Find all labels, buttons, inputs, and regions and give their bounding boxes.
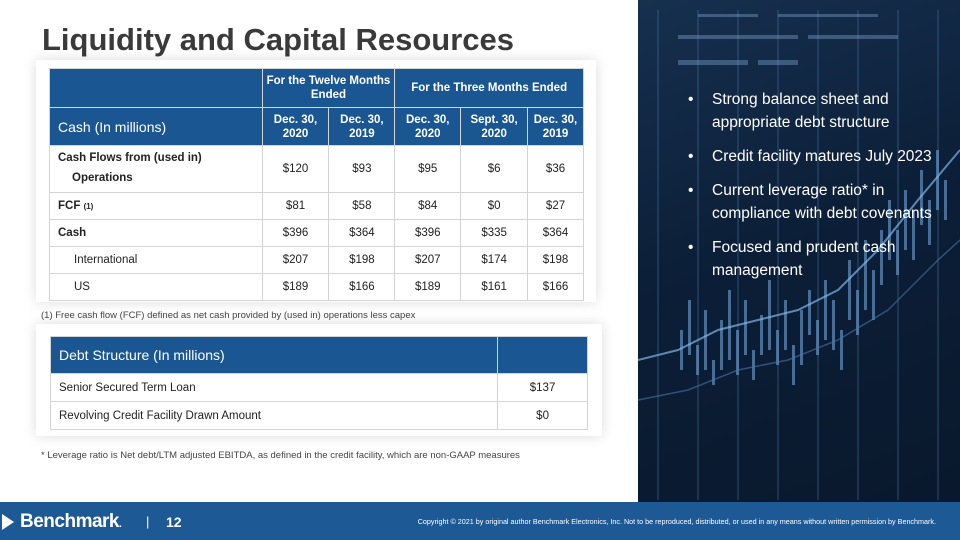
debt-header-blank [497, 336, 588, 374]
table-cell: $364 [328, 219, 396, 247]
footer-separator: | [146, 514, 150, 529]
table-cell: $93 [328, 145, 396, 193]
group-header-three-months: For the Three Months Ended [394, 68, 584, 108]
table-cell: $27 [527, 192, 584, 220]
benchmark-logo: Benchmark. [0, 511, 122, 532]
row-label-fcf: FCF (1) [49, 192, 263, 220]
table-row: Cash Flows from (used in) Operations $12… [49, 145, 584, 193]
bullet-item: Credit facility matures July 2023 [688, 145, 938, 168]
table-cell: $166 [527, 273, 584, 301]
table-cell: $161 [460, 273, 529, 301]
logo-arrow-icon [2, 514, 14, 530]
page-title: Liquidity and Capital Resources [42, 22, 514, 57]
row-label-term-loan: Senior Secured Term Loan [49, 373, 499, 402]
table-cell: $198 [328, 246, 396, 274]
table-row: US $189 $166 $189 $161 $166 [49, 273, 584, 301]
table-cell: $95 [394, 145, 462, 193]
table-cell: $120 [261, 145, 330, 193]
bullet-item: Focused and prudent cash management [688, 236, 938, 282]
leverage-footnote: * Leverage ratio is Net debt/LTM adjuste… [41, 450, 520, 461]
row-label-cash: Cash [49, 219, 263, 247]
row-label-international: International [49, 246, 263, 274]
table-cell: $6 [460, 145, 529, 193]
key-points-list: Strong balance sheet and appropriate deb… [688, 88, 938, 293]
column-header: Dec. 30, 2020 [394, 107, 462, 146]
table-cell: $84 [394, 192, 462, 220]
table-cell: $166 [328, 273, 396, 301]
footnote-marker: (1) [83, 202, 94, 211]
table-cell: $137 [497, 373, 588, 402]
row-label-us: US [49, 273, 263, 301]
table-cell: $0 [497, 401, 588, 430]
table-corner-cell [49, 68, 263, 108]
table-cell: $207 [394, 246, 462, 274]
table-cell: $396 [261, 219, 330, 247]
table-cell: $36 [527, 145, 584, 193]
group-header-twelve-months: For the Twelve Months Ended [261, 68, 396, 108]
copyright-text: Copyright © 2021 by original author Benc… [417, 517, 936, 526]
column-header: Sept. 30, 2020 [460, 107, 529, 146]
table-row: Revolving Credit Facility Drawn Amount $… [49, 401, 588, 430]
page-number: 12 [166, 514, 182, 530]
cash-table-card: For the Twelve Months Ended For the Thre… [36, 60, 596, 302]
cash-table: For the Twelve Months Ended For the Thre… [49, 68, 584, 301]
column-header: Dec. 30, 2019 [527, 107, 584, 146]
row-label-revolver: Revolving Credit Facility Drawn Amount [49, 401, 499, 430]
debt-table: Debt Structure (In millions) Senior Secu… [49, 336, 588, 430]
debt-table-card: Debt Structure (In millions) Senior Secu… [36, 324, 602, 436]
table-row: Senior Secured Term Loan $137 [49, 373, 588, 402]
row-label-operations: Operations [72, 172, 133, 184]
table-cell: $0 [460, 192, 529, 220]
debt-table-header: Debt Structure (In millions) [49, 336, 499, 374]
table-cell: $58 [328, 192, 396, 220]
fcf-footnote: (1) Free cash flow (FCF) defined as net … [41, 310, 416, 321]
table-cell: $189 [261, 273, 330, 301]
row-label-cash-flows: Cash Flows from (used in) Operations [49, 145, 263, 193]
table-cell: $335 [460, 219, 529, 247]
table-row: Cash $396 $364 $396 $335 $364 [49, 219, 584, 247]
column-header: Dec. 30, 2020 [261, 107, 330, 146]
table-cell: $189 [394, 273, 462, 301]
table-cell: $174 [460, 246, 529, 274]
table-cell: $396 [394, 219, 462, 247]
table-cell: $81 [261, 192, 330, 220]
table-cell: $198 [527, 246, 584, 274]
column-header: Dec. 30, 2019 [328, 107, 396, 146]
footer-bar: Benchmark. | 12 Copyright © 2021 by orig… [0, 502, 960, 540]
bullet-item: Current leverage ratio* in compliance wi… [688, 179, 938, 225]
row-header-cash: Cash (In millions) [49, 107, 263, 146]
table-row: FCF (1) $81 $58 $84 $0 $27 [49, 192, 584, 220]
table-row: International $207 $198 $207 $174 $198 [49, 246, 584, 274]
table-cell: $364 [527, 219, 584, 247]
table-cell: $207 [261, 246, 330, 274]
bullet-item: Strong balance sheet and appropriate deb… [688, 88, 938, 134]
